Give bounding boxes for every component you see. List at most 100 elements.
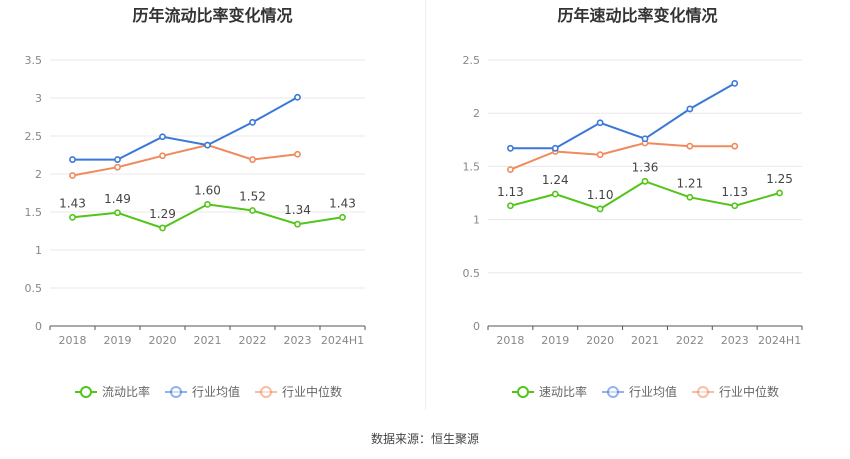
series-line-industry_median xyxy=(510,141,735,171)
legend-label: 行业均值 xyxy=(192,384,240,399)
y-tick-label: 2 xyxy=(35,168,42,181)
data-point-ratio xyxy=(249,207,256,214)
x-tick-label: 2021 xyxy=(194,334,222,347)
x-tick-label: 2020 xyxy=(149,334,177,347)
data-point-industry_avg xyxy=(507,144,514,152)
y-tick-label: 0.5 xyxy=(25,282,43,295)
data-label: 1.36 xyxy=(632,160,659,174)
data-label: 1.21 xyxy=(676,176,703,190)
series-line-industry_avg xyxy=(72,96,298,161)
data-point-ratio xyxy=(69,213,76,221)
series-line-industry_median xyxy=(72,144,298,177)
y-tick-label: 3.5 xyxy=(25,54,43,67)
y-tick-label: 2.5 xyxy=(25,130,43,143)
data-point-ratio xyxy=(507,202,514,210)
data-point-ratio xyxy=(339,213,346,221)
legend-label: 行业中位数 xyxy=(719,384,779,399)
legend-label: 速动比率 xyxy=(539,384,587,399)
y-tick-label: 0.5 xyxy=(463,267,481,280)
data-point-industry_median xyxy=(159,152,166,160)
data-point-ratio xyxy=(294,220,301,228)
data-point-industry_avg xyxy=(159,133,166,141)
y-tick-label: 1 xyxy=(35,244,42,257)
data-label: 1.43 xyxy=(329,196,356,210)
y-tick-label: 2.5 xyxy=(463,54,481,67)
y-tick-label: 2 xyxy=(473,107,480,120)
data-point-industry_avg xyxy=(114,156,121,163)
data-point-industry_median xyxy=(294,150,301,158)
data-point-ratio xyxy=(641,177,649,185)
chart-title: 历年速动比率变化情况 xyxy=(557,6,718,25)
data-point-industry_avg xyxy=(551,144,559,152)
data-point-ratio xyxy=(686,193,694,201)
data-point-industry_median xyxy=(114,163,121,171)
legend-marker xyxy=(697,386,709,398)
data-point-industry_median xyxy=(686,142,694,150)
data-label: 1.43 xyxy=(59,196,86,210)
data-label: 1.60 xyxy=(194,183,221,197)
data-point-ratio xyxy=(731,202,739,210)
data-label: 1.52 xyxy=(239,189,266,203)
x-tick-label: 2020 xyxy=(586,334,614,347)
x-tick-label: 2023 xyxy=(721,334,749,347)
quick-ratio-chart: 历年速动比率变化情况 0 0.5 1 1.5 2 2.5 2018 2019 2020 2021 2… xyxy=(425,0,850,420)
x-tick-label: 2022 xyxy=(676,334,704,347)
data-point-industry_avg xyxy=(731,80,739,87)
x-tick-label: 2024H1 xyxy=(321,334,364,347)
chart-title: 历年流动比率变化情况 xyxy=(132,6,293,25)
legend-label: 行业均值 xyxy=(629,384,677,399)
data-source-note: 数据来源：恒生聚源 xyxy=(370,432,479,446)
data-point-ratio xyxy=(776,189,783,197)
data-label: 1.34 xyxy=(284,203,311,217)
legend-item-ratio: 流动比率 xyxy=(75,384,150,399)
y-tick-label: 0 xyxy=(473,320,480,333)
legend-item-industry_avg: 行业均值 xyxy=(165,384,240,399)
data-point-ratio xyxy=(114,209,121,217)
data-point-ratio xyxy=(596,205,604,213)
y-tick-label: 3 xyxy=(35,92,42,105)
data-point-industry_avg xyxy=(596,119,604,127)
legend-item-industry_avg: 行业均值 xyxy=(602,384,677,399)
legend-marker xyxy=(607,386,619,398)
data-point-industry_median xyxy=(69,172,76,179)
x-tick-label: 2019 xyxy=(104,334,132,347)
y-tick-label: 0 xyxy=(35,320,42,333)
data-label: 1.49 xyxy=(104,192,131,206)
x-tick-label: 2021 xyxy=(631,334,659,347)
legend-label: 行业中位数 xyxy=(282,384,342,399)
data-label: 1.29 xyxy=(149,207,176,221)
x-tick-label: 2018 xyxy=(496,334,524,347)
data-point-industry_avg xyxy=(641,135,649,143)
data-label: 1.25 xyxy=(766,172,793,186)
data-label: 1.13 xyxy=(721,185,748,199)
data-point-industry_avg xyxy=(69,156,76,163)
legend-marker xyxy=(170,386,182,398)
x-tick-label: 2018 xyxy=(59,334,87,347)
legend-marker xyxy=(517,386,529,398)
current-ratio-chart: 历年流动比率变化情况 0 0.5 1 1.5 2 2.5 3 3.5 2018 2019 2020 2… xyxy=(0,0,425,420)
data-point-industry_avg xyxy=(249,118,256,126)
data-point-industry_avg xyxy=(686,105,694,113)
x-tick-label: 2019 xyxy=(541,334,569,347)
y-tick-label: 1.5 xyxy=(463,160,481,173)
x-tick-label: 2023 xyxy=(284,334,312,347)
data-point-industry_median xyxy=(596,151,604,159)
y-tick-label: 1 xyxy=(473,214,480,227)
data-point-industry_median xyxy=(507,166,514,173)
y-tick-label: 1.5 xyxy=(25,206,43,219)
legend-label: 流动比率 xyxy=(102,384,150,399)
series-line-industry_avg xyxy=(510,82,736,150)
data-point-industry_median xyxy=(731,142,739,150)
data-label: 1.13 xyxy=(497,185,524,199)
x-tick-label: 2022 xyxy=(239,334,267,347)
data-label: 1.10 xyxy=(587,188,614,202)
data-point-industry_avg xyxy=(294,93,301,101)
data-point-ratio xyxy=(204,200,211,208)
legend-item-industry_median: 行业中位数 xyxy=(692,384,779,399)
legend-item-industry_median: 行业中位数 xyxy=(255,384,342,399)
quick-ratio-plot: 0 0.5 1 1.5 2 2.5 2018 2019 2020 2021 2022 2023 2024… xyxy=(463,54,803,399)
legend-item-ratio: 速动比率 xyxy=(512,384,587,399)
data-point-industry_avg xyxy=(204,141,211,149)
data-point-ratio xyxy=(159,224,166,232)
